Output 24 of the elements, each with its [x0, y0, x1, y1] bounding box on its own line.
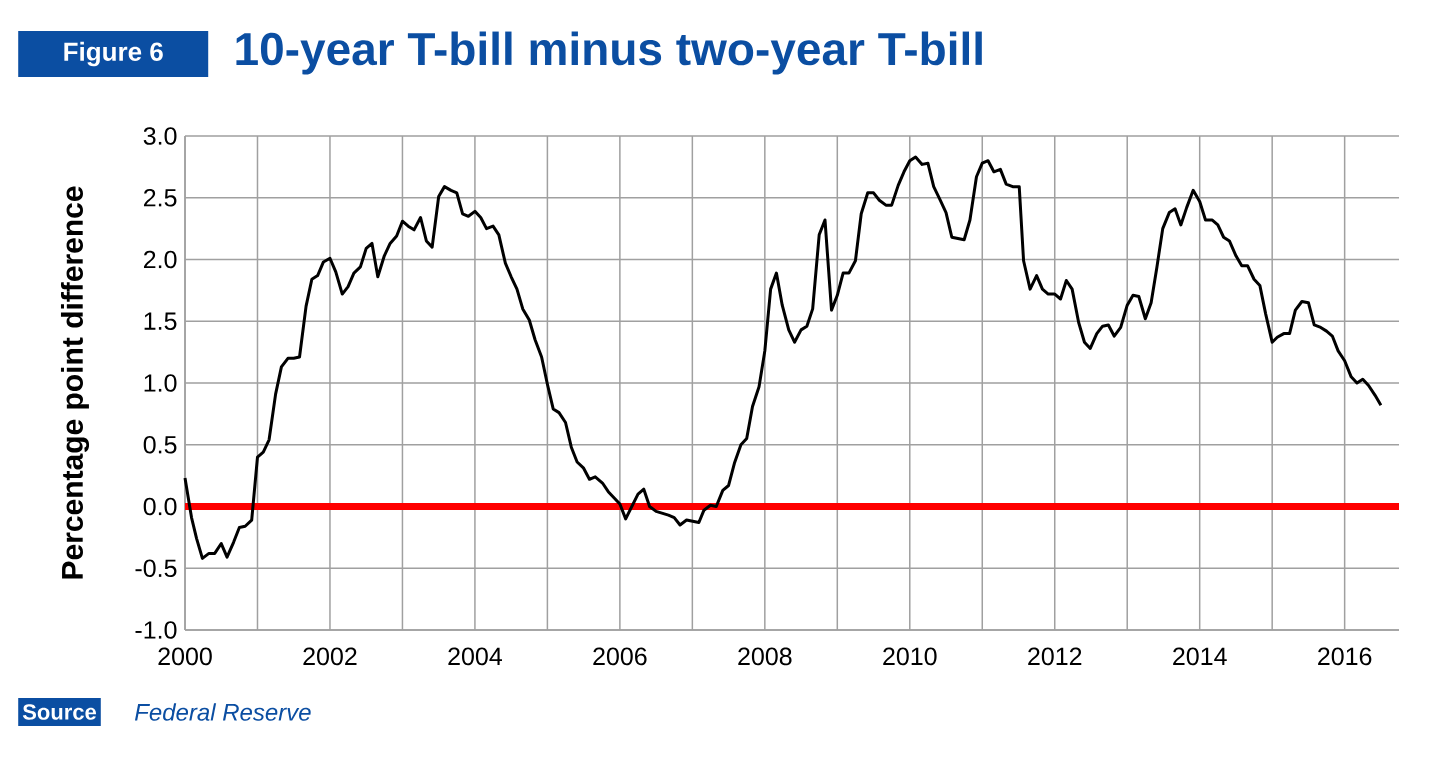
y-tick-label: -0.5 [135, 559, 177, 578]
x-tick-label: 2004 [448, 647, 502, 666]
y-tick-label: 2.0 [143, 250, 177, 269]
line-series [183, 155, 1383, 560]
text: Federal Reserve [134, 703, 311, 721]
x-tick-label: 2002 [303, 647, 357, 666]
x-tick-label: 2006 [593, 647, 647, 666]
y-tick-label: 1.0 [144, 374, 177, 392]
x-tick-label: 2016 [1318, 647, 1372, 666]
y-tick-label: 2.5 [143, 188, 177, 207]
y-tick-label: -1.0 [135, 621, 177, 639]
y-tick-label: 0.5 [143, 435, 177, 454]
x-tick-label: 2000 [158, 647, 212, 666]
x-tick-label: 2014 [1173, 647, 1227, 666]
y-axis-title: Percentage point difference [60, 186, 90, 579]
x-tick-label: 2010 [883, 647, 937, 666]
x-tick-label: 2012 [1028, 647, 1082, 666]
caption: Figure 6 [64, 41, 163, 67]
y-tick-label: 0.0 [143, 497, 177, 516]
text: Source [22, 704, 97, 720]
y-tick-label: 1.5 [144, 312, 177, 330]
y-tick-label: 3.0 [143, 127, 177, 145]
chart-title: 10-year T-bill minus two-year T-bill [236, 31, 982, 75]
x-tick-label: 2008 [738, 647, 792, 666]
